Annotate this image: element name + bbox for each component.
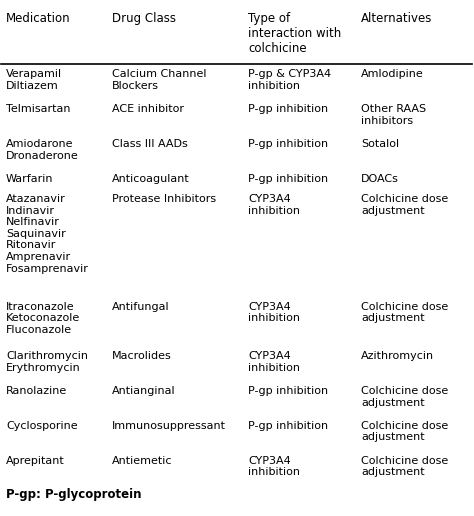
Text: Aprepitant: Aprepitant (6, 456, 65, 465)
Text: CYP3A4
inhibition: CYP3A4 inhibition (248, 456, 301, 477)
Text: Macrolides: Macrolides (112, 351, 172, 361)
Text: Cyclosporine: Cyclosporine (6, 421, 78, 431)
Text: P-gp inhibition: P-gp inhibition (248, 386, 328, 396)
Text: P-gp inhibition: P-gp inhibition (248, 174, 328, 184)
Text: Anticoagulant: Anticoagulant (112, 174, 190, 184)
Text: CYP3A4
inhibition: CYP3A4 inhibition (248, 194, 301, 216)
Text: Sotalol: Sotalol (361, 139, 399, 149)
Text: Medication: Medication (6, 12, 71, 25)
Text: Antianginal: Antianginal (112, 386, 175, 396)
Text: Ranolazine: Ranolazine (6, 386, 67, 396)
Text: DOACs: DOACs (361, 174, 399, 184)
Text: Azithromycin: Azithromycin (361, 351, 434, 361)
Text: Protease Inhibitors: Protease Inhibitors (112, 194, 216, 204)
Text: Colchicine dose
adjustment: Colchicine dose adjustment (361, 456, 448, 477)
Text: CYP3A4
inhibition: CYP3A4 inhibition (248, 302, 301, 324)
Text: Clarithromycin
Erythromycin: Clarithromycin Erythromycin (6, 351, 88, 373)
Text: P-gp & CYP3A4
inhibition: P-gp & CYP3A4 inhibition (248, 70, 331, 91)
Text: Drug Class: Drug Class (112, 12, 176, 25)
Text: Type of
interaction with
colchicine: Type of interaction with colchicine (248, 12, 342, 55)
Text: ACE inhibitor: ACE inhibitor (112, 104, 184, 114)
Text: Alternatives: Alternatives (361, 12, 433, 25)
Text: Colchicine dose
adjustment: Colchicine dose adjustment (361, 194, 448, 216)
Text: Colchicine dose
adjustment: Colchicine dose adjustment (361, 386, 448, 408)
Text: P-gp inhibition: P-gp inhibition (248, 104, 328, 114)
Text: P-gp inhibition: P-gp inhibition (248, 421, 328, 431)
Text: Verapamil
Diltiazem: Verapamil Diltiazem (6, 70, 62, 91)
Text: Amiodarone
Dronaderone: Amiodarone Dronaderone (6, 139, 79, 160)
Text: Atazanavir
Indinavir
Nelfinavir
Saquinavir
Ritonavir
Amprenavir
Fosamprenavir: Atazanavir Indinavir Nelfinavir Saquinav… (6, 194, 89, 273)
Text: Immunosuppressant: Immunosuppressant (112, 421, 226, 431)
Text: Class III AADs: Class III AADs (112, 139, 188, 149)
Text: Other RAAS
inhibitors: Other RAAS inhibitors (361, 104, 426, 126)
Text: Colchicine dose
adjustment: Colchicine dose adjustment (361, 302, 448, 324)
Text: Colchicine dose
adjustment: Colchicine dose adjustment (361, 421, 448, 442)
Text: Telmisartan: Telmisartan (6, 104, 71, 114)
Text: Calcium Channel
Blockers: Calcium Channel Blockers (112, 70, 206, 91)
Text: Warfarin: Warfarin (6, 174, 54, 184)
Text: P-gp: P-glycoprotein: P-gp: P-glycoprotein (6, 488, 142, 501)
Text: Antifungal: Antifungal (112, 302, 170, 312)
Text: Itraconazole
Ketoconazole
Fluconazole: Itraconazole Ketoconazole Fluconazole (6, 302, 80, 335)
Text: P-gp inhibition: P-gp inhibition (248, 139, 328, 149)
Text: CYP3A4
inhibition: CYP3A4 inhibition (248, 351, 301, 373)
Text: Antiemetic: Antiemetic (112, 456, 173, 465)
Text: Amlodipine: Amlodipine (361, 70, 424, 79)
